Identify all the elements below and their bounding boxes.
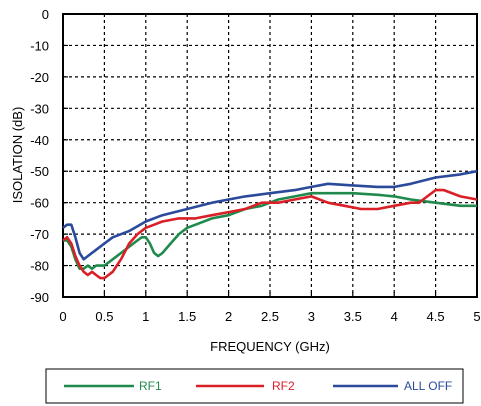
x-tick-label: 2.5	[261, 309, 279, 324]
x-axis-title: FREQUENCY (GHz)	[210, 339, 330, 354]
y-axis-title: ISOLATION (dB)	[10, 107, 25, 204]
y-tick-label: -90	[30, 290, 49, 305]
y-tick-label: -10	[30, 38, 49, 53]
grid-lines	[63, 14, 477, 297]
y-tick-label: -80	[30, 259, 49, 274]
y-tick-label: -60	[30, 196, 49, 211]
series-line-rf1	[63, 191, 477, 271]
x-tick-label: 0	[59, 309, 66, 324]
series-line-rf2	[62, 188, 478, 280]
tick-labels: 0 0.5 1 1.5 2 2.5 3 3.5 4 4.5 5 0 -10 -20 -30 -40 -50 -60…	[30, 7, 480, 324]
legend-label-all-off: ALL OFF	[404, 379, 452, 393]
x-tick-label: 2	[225, 309, 232, 324]
legend-label-rf1: RF1	[139, 379, 162, 393]
legend-label-rf2: RF2	[272, 379, 295, 393]
x-tick-label: 3	[308, 309, 315, 324]
y-tick-label: -40	[30, 133, 49, 148]
x-tick-label: 4.5	[427, 309, 445, 324]
x-tick-label: 0.5	[95, 309, 113, 324]
y-tick-label: -50	[30, 164, 49, 179]
y-tick-label: 0	[42, 7, 49, 22]
y-tick-label: -30	[30, 101, 49, 116]
series-lines	[62, 169, 478, 280]
x-tick-label: 1.5	[178, 309, 196, 324]
y-tick-label: -20	[30, 70, 49, 85]
y-tick-label: -70	[30, 227, 49, 242]
x-tick-label: 1	[142, 309, 149, 324]
series-line-all-off	[62, 169, 478, 261]
axis-ticks	[62, 13, 478, 298]
x-tick-label: 3.5	[344, 309, 362, 324]
x-tick-label: 5	[473, 309, 480, 324]
legend: RF1 RF2 ALL OFF	[45, 368, 464, 404]
x-tick-label: 4	[391, 309, 398, 324]
